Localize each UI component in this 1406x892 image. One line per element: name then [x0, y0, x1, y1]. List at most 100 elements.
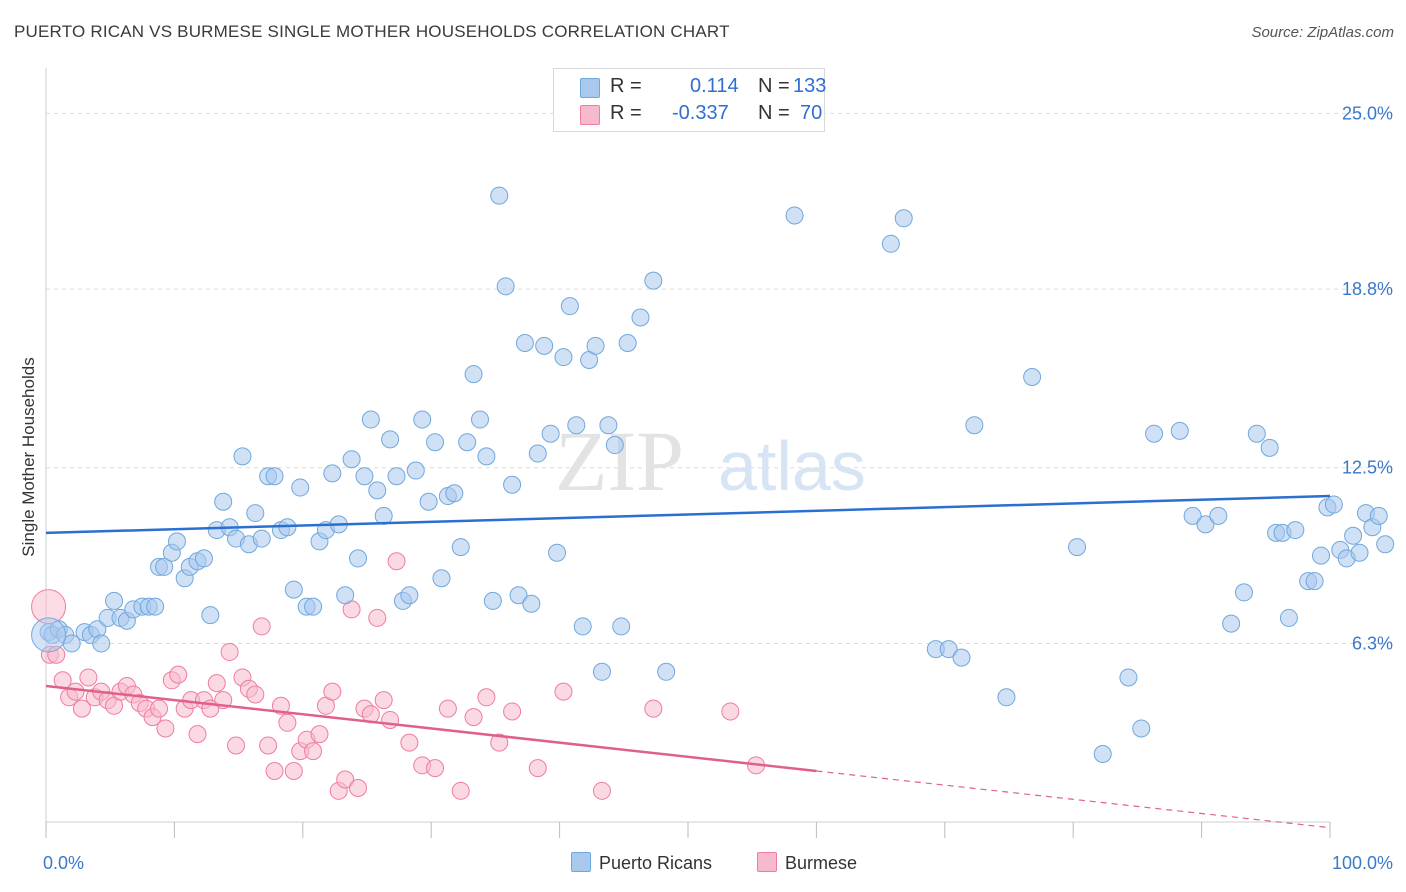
- puerto-rican-point: [586, 336, 605, 355]
- y-axis-label: Single Mother Households: [19, 357, 38, 556]
- puerto-rican-point: [432, 569, 451, 588]
- puerto-rican-point: [573, 617, 592, 636]
- source-label: Source: ZipAtlas.com: [1251, 24, 1394, 41]
- puerto-rican-point: [1132, 719, 1151, 738]
- puerto-rican-point: [291, 478, 310, 497]
- burmese-point: [644, 699, 663, 718]
- puerto-rican-point: [1209, 506, 1228, 525]
- puerto-rican-point: [265, 467, 284, 486]
- legend-r-value: -0.337: [672, 102, 729, 124]
- puerto-rican-point: [1222, 614, 1241, 633]
- puerto-rican-point: [400, 586, 419, 605]
- puerto-rican-point: [105, 591, 124, 610]
- puerto-rican-point: [528, 444, 547, 463]
- burmese-point: [592, 781, 611, 800]
- x-tick-label: 100.0%: [1332, 853, 1393, 873]
- puerto-rican-point: [1196, 515, 1215, 534]
- trend-lines: [45, 494, 1331, 829]
- puerto-rican-point: [560, 297, 579, 316]
- puerto-rican-point: [201, 606, 220, 625]
- burmese-point: [220, 642, 239, 661]
- grid-lines: [46, 112, 1392, 644]
- puerto-rican-point: [592, 662, 611, 681]
- burmese-point: [66, 682, 85, 701]
- burmese-point: [79, 668, 98, 687]
- puerto-rican-point: [451, 538, 470, 557]
- puerto-rican-point: [1312, 546, 1331, 565]
- puerto-rican-point: [419, 492, 438, 511]
- puerto-rican-point: [477, 447, 496, 466]
- burmese-point: [400, 733, 419, 752]
- puerto-rican-point: [952, 648, 971, 667]
- burmese-trend-line: [45, 684, 817, 773]
- burmese-point: [207, 674, 226, 693]
- puerto-rican-point: [1093, 744, 1112, 763]
- puerto-rican-point: [939, 640, 958, 659]
- puerto-rican-point: [1145, 424, 1164, 443]
- puerto-rican-point: [146, 597, 165, 616]
- burmese-point: [503, 702, 522, 721]
- burmese-point: [426, 759, 445, 778]
- puerto-rican-point: [464, 365, 483, 384]
- burmese-point: [490, 733, 509, 752]
- puerto-rican-point: [413, 410, 432, 429]
- burmese-point: [265, 761, 284, 780]
- puerto-rican-point: [470, 410, 489, 429]
- puerto-rican-point: [1119, 668, 1138, 687]
- puerto-rican-point: [368, 481, 387, 500]
- burmese-point: [721, 702, 740, 721]
- puerto-rican-point: [387, 467, 406, 486]
- puerto-rican-point: [1305, 572, 1324, 591]
- puerto-rican-point: [515, 334, 534, 353]
- puerto-rican-point: [1170, 421, 1189, 440]
- burmese-point: [323, 682, 342, 701]
- burmese-point: [528, 759, 547, 778]
- puerto-rican-point: [1279, 608, 1298, 627]
- puerto-rican-point: [644, 271, 663, 290]
- burmese-point: [246, 685, 265, 704]
- watermark: ZIP atlas: [555, 413, 866, 509]
- puerto-rican-point: [214, 492, 233, 511]
- puerto-rican-point: [1376, 535, 1395, 554]
- legend-swatch-blue: [571, 852, 591, 872]
- puerto-rican-point: [1260, 438, 1279, 457]
- puerto-rican-point: [605, 436, 624, 455]
- legend-swatch-pink: [757, 852, 777, 872]
- legend-n-value: 133: [793, 75, 827, 97]
- burmese-point: [271, 696, 290, 715]
- puerto-rican-point: [304, 597, 323, 616]
- puerto-rican-point: [167, 532, 186, 551]
- puerto-rican-point: [1183, 506, 1202, 525]
- puerto-rican-point: [336, 586, 355, 605]
- puerto-rican-point: [541, 424, 560, 443]
- burmese-point: [149, 699, 168, 718]
- puerto-rican-point: [155, 557, 174, 576]
- puerto-rican-point: [554, 348, 573, 367]
- puerto-rican-point: [1324, 495, 1343, 514]
- puerto-rican-point: [342, 450, 361, 469]
- y-tick-label: 12.5%: [1342, 458, 1393, 478]
- burmese-point: [464, 708, 483, 727]
- burmese-trend-extension: [816, 770, 1331, 829]
- puerto-rican-point: [381, 430, 400, 449]
- legend-r-value: 0.114: [690, 75, 739, 97]
- puerto-rican-point: [355, 467, 374, 486]
- legend-item-burmese: Burmese: [757, 852, 857, 874]
- burmese-point: [387, 552, 406, 571]
- y-tick-label: 25.0%: [1342, 103, 1393, 123]
- puerto-rican-point: [1023, 368, 1042, 387]
- puerto-rican-point: [194, 549, 213, 568]
- burmese-point: [156, 719, 175, 738]
- puerto-rican-point: [483, 591, 502, 610]
- puerto-rican-point: [535, 336, 554, 355]
- puerto-rican-point: [881, 234, 900, 253]
- legend-n-label: N =: [758, 102, 790, 124]
- burmese-point: [451, 781, 470, 800]
- puerto-rican-point-large: [31, 617, 67, 653]
- legend-item-puerto-ricans: Puerto Ricans: [571, 852, 712, 874]
- puerto-rican-point: [997, 688, 1016, 707]
- burmese-point: [252, 617, 271, 636]
- burmese-point: [259, 736, 278, 755]
- puerto-rican-point: [612, 617, 631, 636]
